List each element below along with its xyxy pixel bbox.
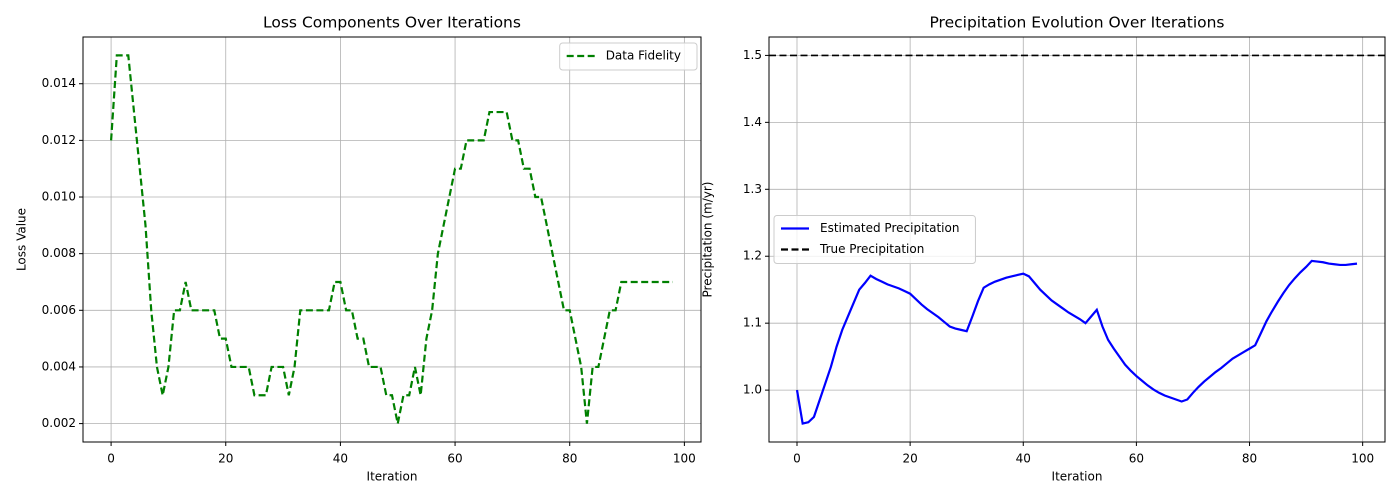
x-tick-label: 40 xyxy=(1016,452,1031,466)
x-tick-label: 100 xyxy=(673,452,696,466)
y-tick-label: 1.4 xyxy=(743,115,762,129)
x-axis-label: Iteration xyxy=(1052,470,1103,484)
y-tick-label: 1.2 xyxy=(743,249,762,263)
y-tick-label: 0.002 xyxy=(42,416,76,430)
y-tick-label: 0.006 xyxy=(42,303,76,317)
legend-label: Estimated Precipitation xyxy=(820,221,959,235)
legend: Estimated Precipitation True Precipitatio… xyxy=(773,215,976,264)
y-tick-label: 1.5 xyxy=(743,48,762,62)
plot-frame xyxy=(82,36,702,443)
data-line xyxy=(109,54,673,424)
legend-label: True Precipitation xyxy=(819,242,924,256)
chart-title: Precipitation Evolution Over Iterations xyxy=(929,14,1224,32)
y-tick-label: 0.010 xyxy=(42,190,76,204)
y-tick-label: 0.004 xyxy=(42,359,76,373)
plot-frame xyxy=(768,36,1386,443)
x-tick-label: 0 xyxy=(107,452,115,466)
x-tick-label: 60 xyxy=(447,452,462,466)
x-tick-label: 0 xyxy=(793,452,801,466)
data-line xyxy=(795,259,1358,425)
y-tick-label: 0.014 xyxy=(42,76,76,90)
x-tick-label: 60 xyxy=(1129,452,1144,466)
y-axis-label: Precipitation (m/yr) xyxy=(701,182,715,298)
y-tick-label: 0.008 xyxy=(42,246,76,260)
x-tick-label: 40 xyxy=(333,452,348,466)
y-tick-label: 1.0 xyxy=(743,383,762,397)
x-tick-label: 20 xyxy=(218,452,233,466)
chart-title: Loss Components Over Iterations xyxy=(263,14,521,32)
y-tick-label: 1.1 xyxy=(743,316,762,330)
y-tick-label: 1.3 xyxy=(743,182,762,196)
y-tick-label: 0.012 xyxy=(42,133,76,147)
x-axis-label: Iteration xyxy=(367,470,418,484)
legend-frame xyxy=(559,42,698,71)
x-tick-label: 80 xyxy=(1242,452,1257,466)
x-tick-label: 20 xyxy=(902,452,917,466)
legend: Data Fidelity xyxy=(559,42,698,71)
legend-label: Data Fidelity xyxy=(606,49,681,63)
legend-frame xyxy=(773,215,976,264)
y-axis-label: Loss Value xyxy=(15,208,29,271)
x-tick-label: 100 xyxy=(1351,452,1374,466)
x-tick-label: 80 xyxy=(562,452,577,466)
